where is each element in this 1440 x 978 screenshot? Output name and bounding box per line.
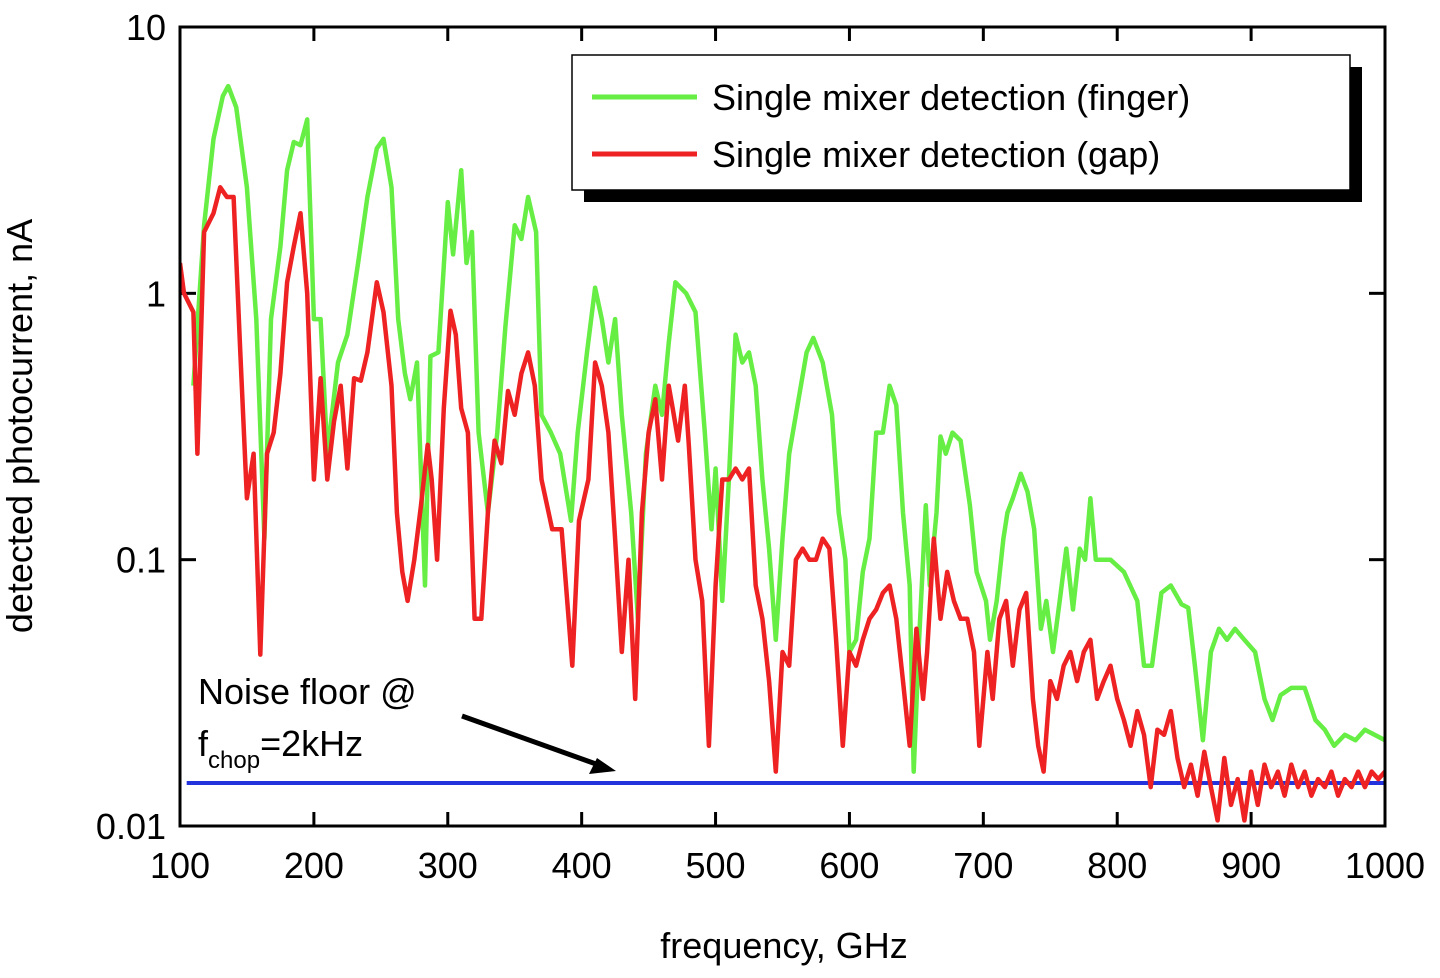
annotation-rest: =2kHz	[260, 723, 363, 764]
series-line	[180, 185, 1385, 823]
x-tick-label: 100	[150, 845, 210, 886]
legend-label: Single mixer detection (gap)	[712, 134, 1160, 175]
y-tick-label: 1	[146, 273, 166, 314]
y-axis-label: detected photocurrent, nA	[0, 219, 40, 633]
legend-label: Single mixer detection (finger)	[712, 77, 1190, 118]
x-axis-label: frequency, GHz	[660, 925, 907, 966]
annotation-line2: fchop=2kHz	[198, 723, 363, 774]
annotation-f: f	[198, 723, 209, 764]
plot-frame	[178, 25, 1387, 828]
x-tick-label: 200	[284, 845, 344, 886]
annotation-line1: Noise floor @	[198, 671, 417, 712]
x-tick-label: 1000	[1345, 845, 1425, 886]
x-tick-label: 800	[1087, 845, 1147, 886]
x-tick-label: 500	[686, 845, 746, 886]
legend-box	[571, 54, 1351, 191]
x-tick-label: 700	[953, 845, 1013, 886]
x-tick-label: 900	[1221, 845, 1281, 886]
y-tick-label: 0.1	[116, 540, 166, 581]
x-tick-label: 400	[552, 845, 612, 886]
x-tick-label: 300	[418, 845, 478, 886]
y-tick-label: 10	[126, 7, 166, 48]
arrow-head	[589, 758, 616, 774]
y-tick-label: 0.01	[96, 806, 166, 847]
annotation-sub: chop	[208, 747, 260, 774]
x-tick-label: 600	[819, 845, 879, 886]
arrow-shaft	[461, 713, 597, 767]
series-line	[191, 83, 1385, 774]
